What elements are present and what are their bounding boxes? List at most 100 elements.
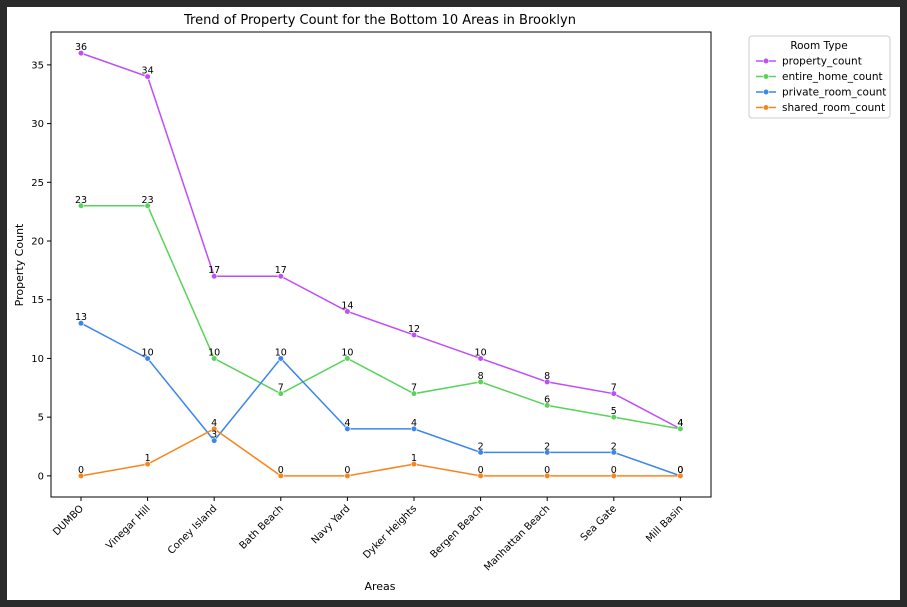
- data-label: 7: [611, 383, 617, 394]
- x-tick-label: Manhattan Beach: [482, 503, 552, 573]
- data-point: [544, 402, 551, 409]
- y-tick-label: 5: [38, 413, 44, 424]
- x-tick-label: DUMBO: [51, 503, 86, 538]
- legend-title: Room Type: [790, 40, 847, 52]
- y-tick-label: 10: [31, 354, 44, 365]
- data-label: 23: [142, 195, 154, 206]
- data-point: [277, 273, 284, 280]
- line-chart: Trend of Property Count for the Bottom 1…: [13, 13, 891, 593]
- data-point: [277, 472, 284, 479]
- data-point: [544, 472, 551, 479]
- y-axis-title: Property Count: [13, 223, 26, 306]
- x-tick-label: Dyker Heights: [361, 503, 419, 561]
- y-tick-label: 15: [31, 295, 44, 306]
- data-point: [77, 472, 85, 479]
- data-point: [677, 425, 684, 432]
- data-point: [77, 50, 85, 57]
- data-point: [144, 461, 151, 468]
- x-tick-label: Coney Island: [166, 503, 219, 556]
- data-label: 4: [344, 418, 350, 429]
- data-label: 7: [411, 383, 417, 394]
- legend-swatch-marker: [762, 73, 770, 80]
- data-point: [144, 355, 151, 362]
- data-point: [610, 449, 617, 456]
- data-label: 4: [211, 418, 217, 429]
- data-point: [344, 308, 351, 315]
- data-point: [544, 449, 551, 456]
- data-point: [144, 202, 151, 209]
- legend-label: property_count: [782, 56, 862, 68]
- data-label: 10: [208, 347, 220, 358]
- series-line-property_count: [80, 52, 681, 430]
- legend-swatch-marker: [762, 57, 770, 65]
- data-label: 2: [478, 441, 484, 452]
- data-label: 36: [75, 42, 87, 53]
- data-label: 3: [211, 430, 217, 441]
- data-label: 7: [278, 383, 284, 394]
- x-tick-label: Sea Gate: [579, 503, 619, 543]
- data-point: [344, 355, 351, 362]
- x-tick-label: Bergen Beach: [428, 503, 485, 560]
- data-label: 13: [75, 312, 87, 323]
- data-label: 0: [677, 465, 683, 476]
- data-label: 0: [677, 465, 683, 476]
- data-point: [211, 437, 218, 444]
- data-label: 4: [677, 418, 683, 429]
- legend-box: [748, 35, 891, 119]
- data-point: [77, 320, 85, 327]
- data-label: 0: [278, 465, 284, 476]
- data-label: 0: [478, 465, 484, 476]
- data-point: [610, 472, 617, 479]
- series-line-shared_room_count: [80, 428, 681, 477]
- data-point: [477, 449, 484, 456]
- data-point: [211, 355, 218, 362]
- data-label: 8: [478, 371, 484, 382]
- data-label: 17: [208, 265, 220, 276]
- data-point: [410, 425, 418, 432]
- x-tick-label: Navy Yard: [310, 503, 353, 546]
- data-label: 12: [408, 324, 420, 335]
- x-axis-title: Areas: [364, 580, 395, 593]
- y-tick-label: 0: [38, 471, 44, 482]
- data-point: [211, 425, 218, 432]
- data-point: [410, 331, 418, 339]
- data-label: 6: [544, 394, 550, 405]
- legend-label: entire_home_count: [782, 71, 883, 83]
- y-tick-label: 35: [31, 60, 44, 71]
- data-point: [477, 355, 484, 362]
- chart-title: Trend of Property Count for the Bottom 1…: [183, 13, 576, 28]
- data-label: 1: [145, 453, 151, 464]
- data-label: 0: [611, 465, 617, 476]
- legend-label: private_room_count: [782, 87, 886, 99]
- data-label: 5: [611, 406, 617, 417]
- data-point: [277, 390, 284, 397]
- data-label: 10: [341, 347, 353, 358]
- data-label: 1: [411, 453, 417, 464]
- data-label: 23: [75, 195, 87, 206]
- data-point: [410, 461, 418, 468]
- data-label: 10: [142, 347, 154, 358]
- series-line-private_room_count: [80, 322, 681, 477]
- x-tick-label: Mill Basin: [644, 503, 685, 544]
- x-tick-label: Bath Beach: [238, 503, 286, 551]
- data-point: [211, 273, 218, 280]
- data-label: 34: [142, 66, 154, 77]
- data-label: 17: [275, 265, 287, 276]
- data-point: [277, 355, 284, 362]
- legend-swatch-marker: [762, 104, 770, 111]
- data-label: 2: [611, 441, 617, 452]
- legend: Room Type property_count entire_home_coun…: [748, 35, 891, 119]
- plot-area: [50, 31, 712, 498]
- data-point: [344, 472, 351, 479]
- data-point: [410, 390, 418, 397]
- data-label: 10: [475, 347, 487, 358]
- data-label: 10: [275, 347, 287, 358]
- data-point: [610, 390, 617, 397]
- data-label: 8: [544, 371, 550, 382]
- x-tick-label: Vinegar Hill: [104, 503, 152, 551]
- data-label: 14: [341, 300, 353, 311]
- data-label: 0: [78, 465, 84, 476]
- legend-swatch-marker: [762, 88, 770, 96]
- data-point: [144, 73, 151, 80]
